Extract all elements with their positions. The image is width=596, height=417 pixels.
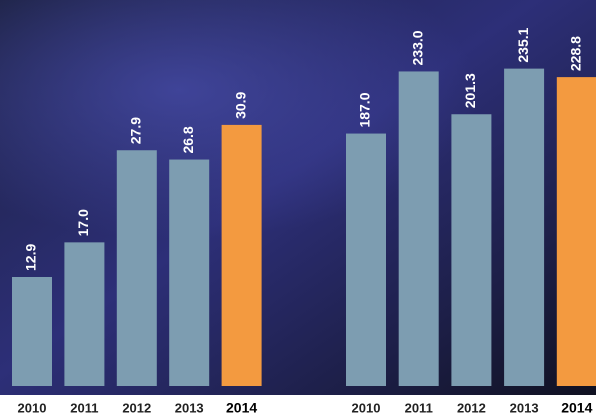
bar [222,125,262,386]
x-tick-label: 2014 [226,400,257,416]
value-label: 187.0 [357,92,373,127]
bar [557,77,596,386]
x-tick-label: 2010 [18,400,47,415]
value-label: 235.1 [515,27,531,62]
value-label: 12.9 [23,244,39,271]
bar [399,71,439,386]
value-label: 27.9 [128,117,144,144]
x-tick-label: 2012 [122,400,151,415]
bar [451,114,491,386]
x-tick-label: 2013 [510,400,539,415]
x-tick-label: 2010 [352,400,381,415]
x-tick-label: 2011 [405,400,433,415]
bar [346,134,386,386]
value-label: 201.3 [462,73,478,108]
bar [64,242,104,386]
chart: 12.9 2010 17.0 2011 27.9 2012 26.8 2013 30.9 2014… [0,0,596,417]
x-tick-label: 2011 [70,400,98,415]
x-tick-label: 2012 [457,400,486,415]
value-label: 30.9 [232,91,248,118]
value-label: 228.8 [568,36,584,71]
bar [117,150,157,386]
bar [12,277,52,386]
x-tick-label: 2014 [561,400,592,416]
bar [169,160,209,386]
value-label: 26.8 [180,126,196,153]
value-label: 17.0 [75,209,91,236]
bar [504,69,544,386]
x-tick-label: 2013 [175,400,204,415]
value-label: 233.0 [409,30,425,65]
